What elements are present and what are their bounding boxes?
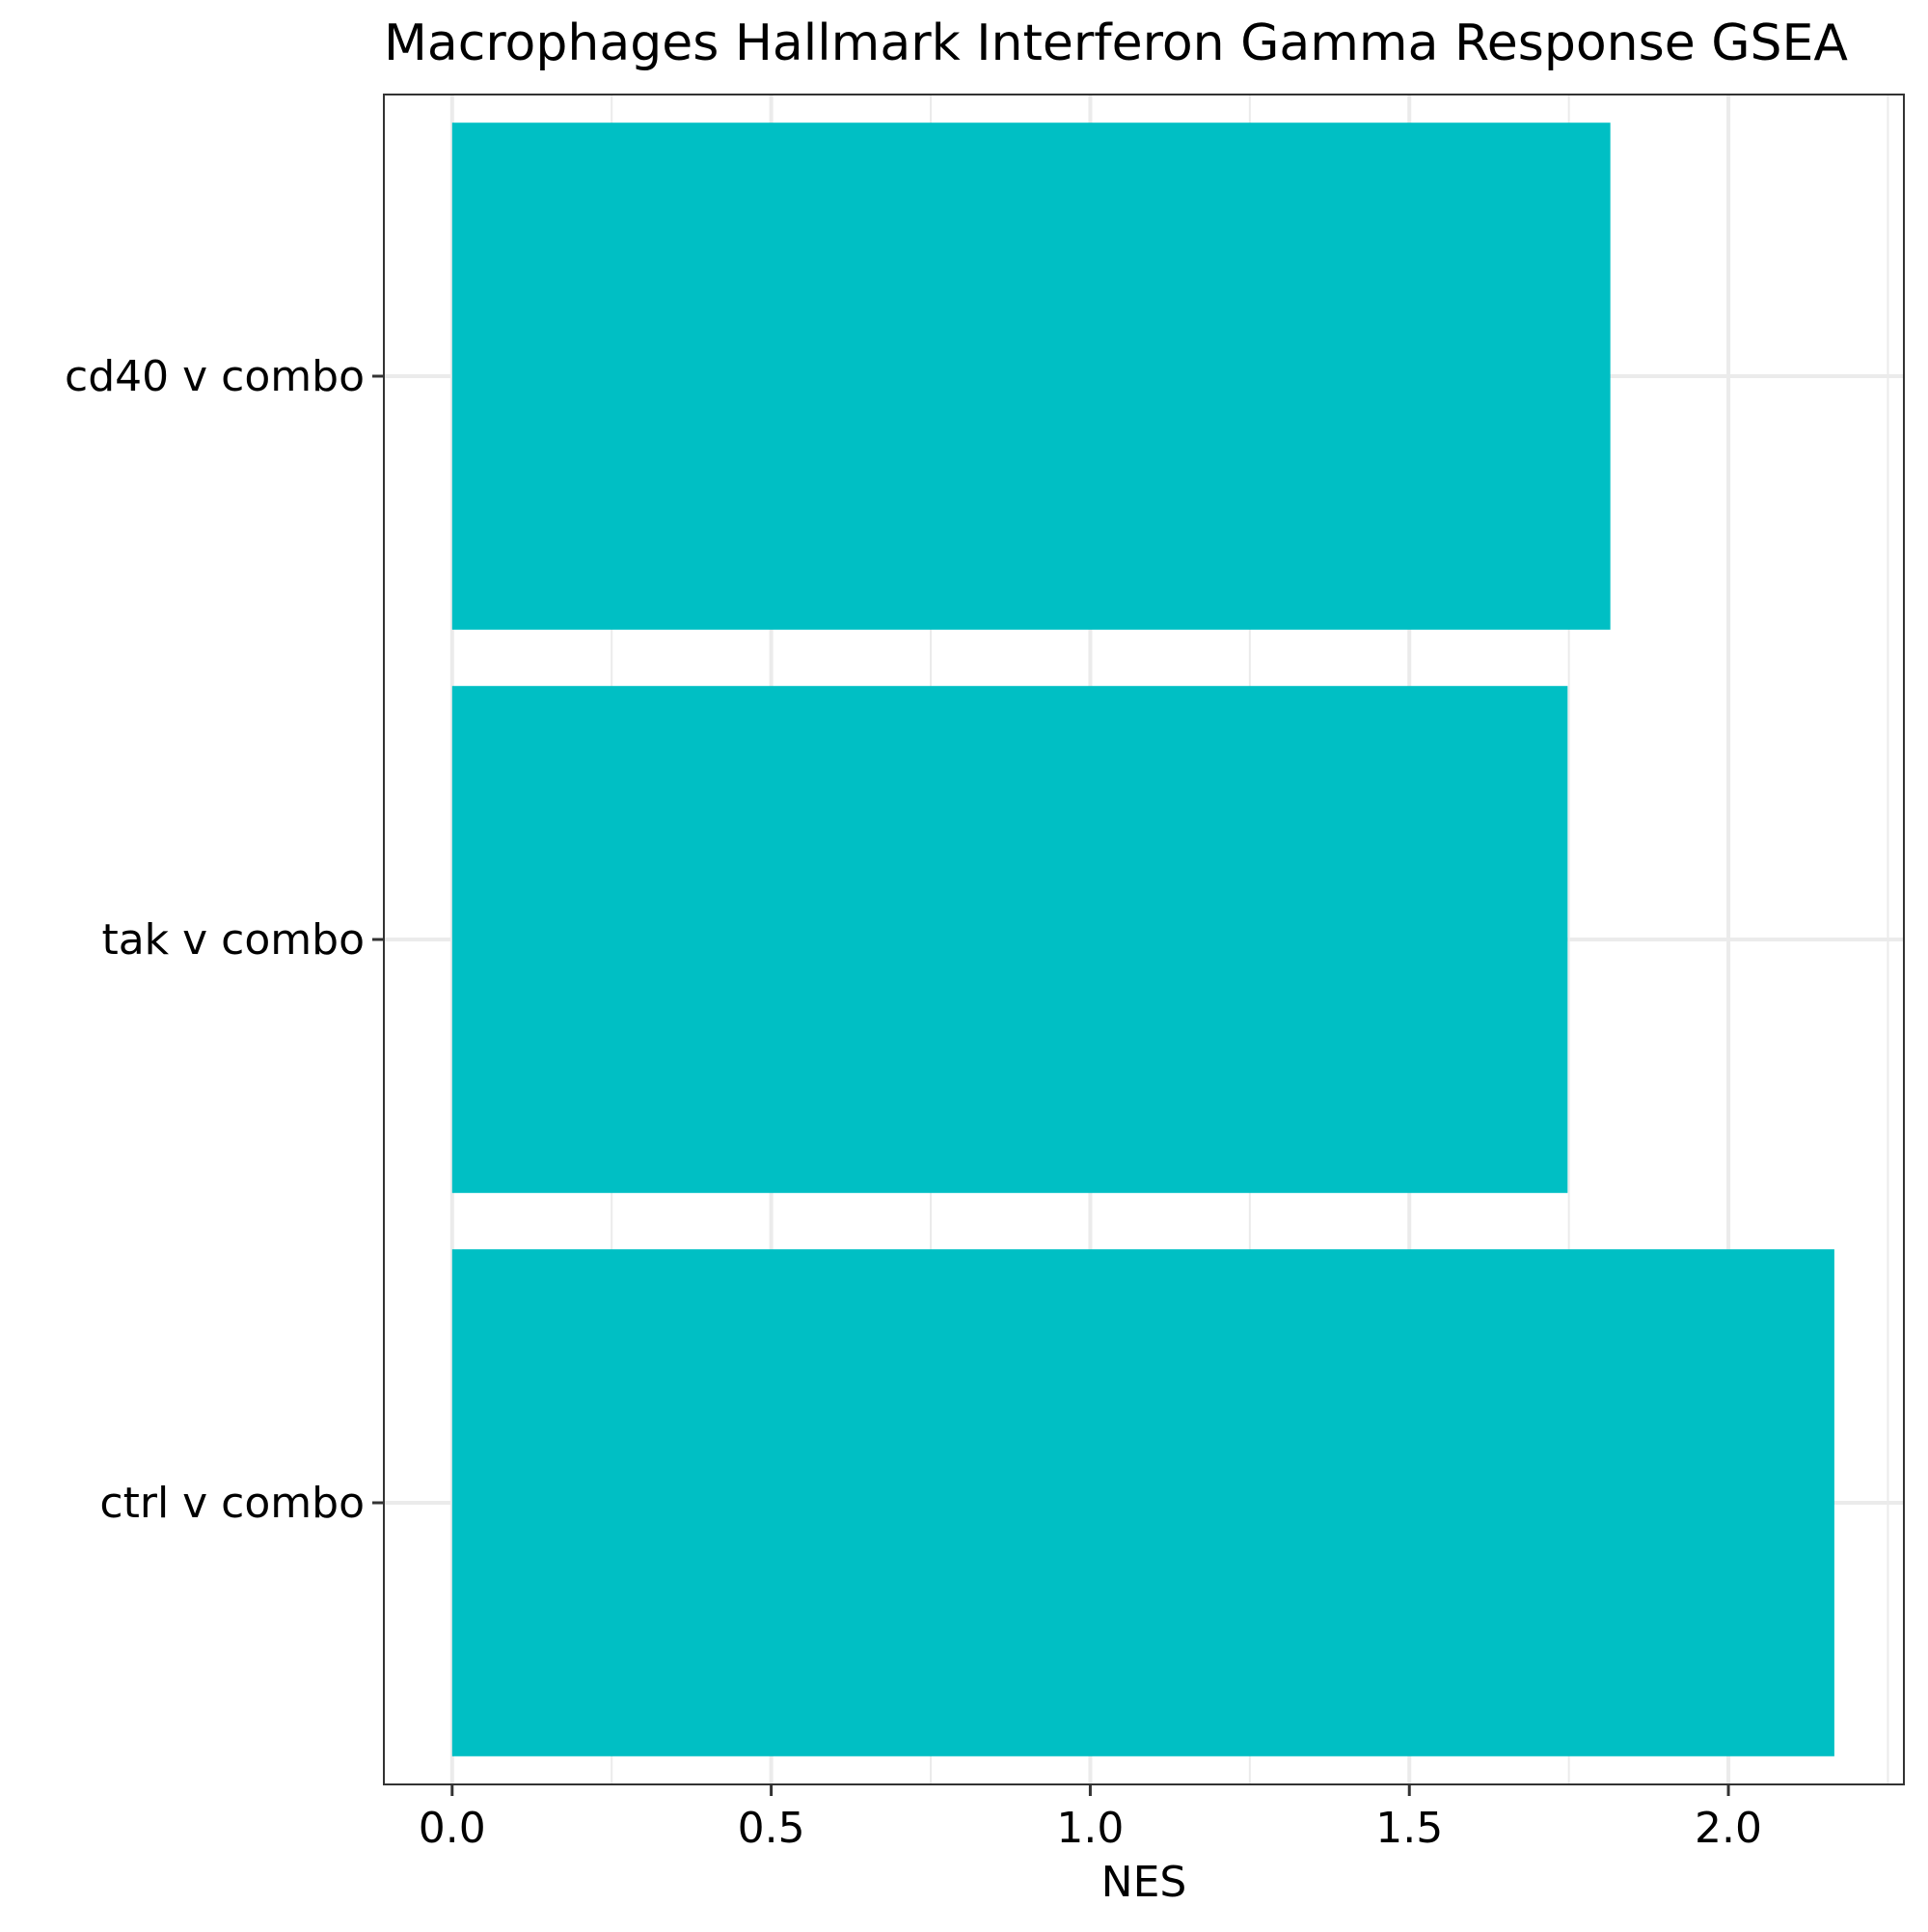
x-tick-label: 1.0 <box>1056 1804 1124 1853</box>
axis-layer: 0.0 0.5 1.0 1.5 2.0 cd40 v combo tak v combo ct… <box>65 352 1762 1853</box>
x-tick-label: 1.5 <box>1375 1804 1443 1853</box>
bar-tak-v-combo <box>451 686 1568 1193</box>
x-tick-label: 0.5 <box>738 1804 805 1853</box>
x-tick-label: 2.0 <box>1695 1804 1762 1853</box>
y-tick-label: tak v combo <box>101 915 365 965</box>
bar-ctrl-v-combo <box>451 1249 1834 1756</box>
x-tick-label: 0.0 <box>419 1804 486 1853</box>
bar-cd40-v-combo <box>451 122 1611 630</box>
bars-layer <box>451 122 1834 1756</box>
y-tick-label: ctrl v combo <box>99 1479 365 1528</box>
chart-title: Macrophages Hallmark Interferon Gamma Re… <box>384 14 1848 72</box>
y-tick-label: cd40 v combo <box>65 352 365 401</box>
x-axis-title: NES <box>1101 1858 1187 1907</box>
